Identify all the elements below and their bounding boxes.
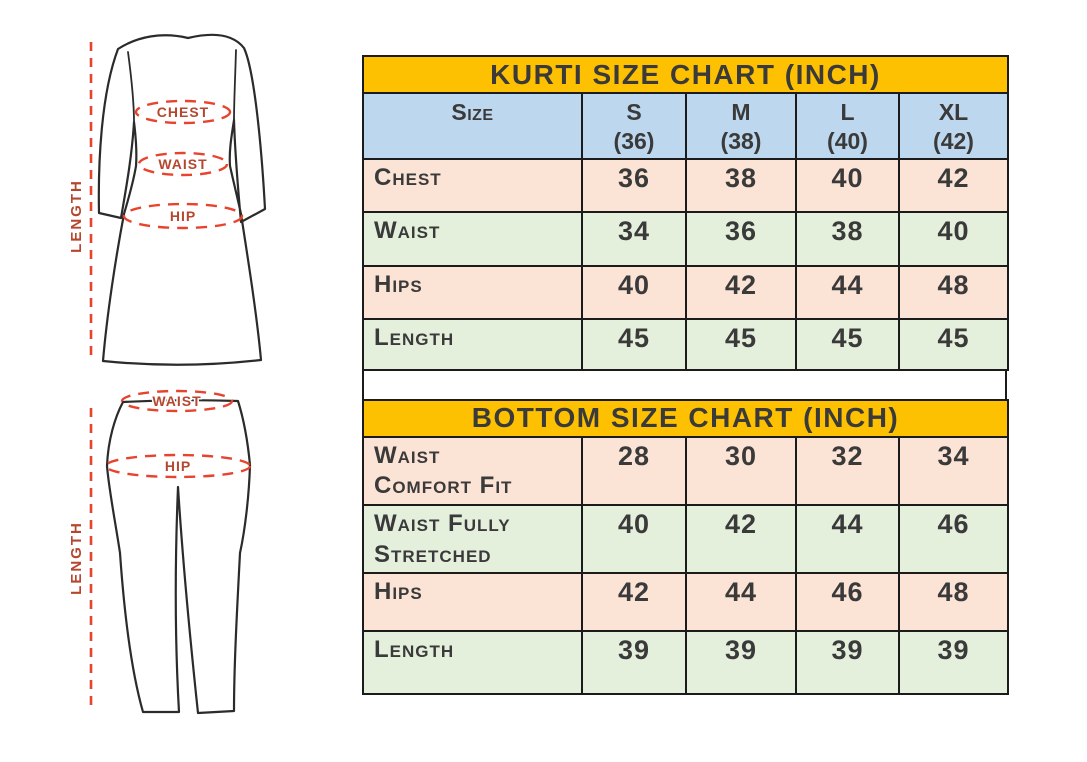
cell-value: 42	[581, 572, 687, 633]
waist-label: WAIST	[158, 156, 207, 172]
cell-value: 39	[685, 630, 797, 696]
cell-value: 40	[897, 210, 1010, 267]
length-label: LENGTH	[68, 521, 85, 595]
bottom-size-table: BOTTOM SIZE CHART (INCH) Waist Comfort F…	[361, 398, 1010, 696]
cell-value: 40	[581, 503, 687, 575]
row-label: Length	[362, 317, 583, 371]
cell-value: 34	[897, 435, 1010, 506]
kurti-left-seam	[127, 51, 135, 123]
cell-value: 46	[897, 503, 1010, 575]
row-label: Waist Fully Stretched	[362, 503, 583, 575]
cell-value: 45	[685, 317, 797, 371]
waist-label: WAIST	[152, 393, 201, 409]
header-size-l: L (40)	[795, 92, 900, 160]
header-size-xl: XL (42)	[897, 92, 1010, 160]
table-row-waist-comfort-fit: Waist Comfort Fit 28 30 32 34	[362, 435, 1010, 506]
size-name: L	[840, 99, 855, 125]
row-label: Waist Comfort Fit	[362, 435, 583, 506]
cell-value: 28	[581, 435, 687, 506]
table-row-chest: Chest 36 38 40 42	[362, 157, 1010, 213]
cell-value: 44	[685, 572, 797, 633]
cell-value: 42	[897, 157, 1010, 213]
kurti-title-row: KURTI SIZE CHART (INCH)	[361, 55, 1010, 94]
length-label: LENGTH	[68, 179, 85, 253]
hip-label: HIP	[170, 208, 196, 224]
cell-value: 48	[897, 572, 1010, 633]
size-name: S	[626, 99, 642, 125]
table-row-length: Length 39 39 39 39	[362, 630, 1010, 696]
cell-value: 45	[581, 317, 687, 371]
label-line: Waist	[374, 441, 441, 469]
cell-value: 44	[795, 264, 900, 320]
size-name: XL	[938, 99, 969, 125]
table-gap-spacer	[362, 370, 1007, 399]
kurti-outline	[97, 33, 267, 366]
kurti-right-seam	[233, 49, 237, 121]
cell-value: 32	[795, 435, 900, 506]
row-label: Chest	[362, 157, 583, 213]
hip-measure-ellipse	[122, 202, 244, 230]
table-row-hips: Hips 40 42 44 48	[362, 264, 1010, 320]
row-label: Hips	[362, 264, 583, 320]
cell-value: 42	[685, 264, 797, 320]
hip-label: HIP	[165, 458, 191, 474]
hip-measure-ellipse	[104, 453, 252, 479]
chest-measure-ellipse	[134, 99, 232, 125]
chest-label: CHEST	[157, 104, 209, 120]
header-size-s: S (36)	[581, 92, 687, 160]
header-size: Size	[362, 92, 583, 160]
bottom-table-title: BOTTOM SIZE CHART (INCH)	[361, 398, 1010, 438]
cell-value: 39	[795, 630, 900, 696]
cell-value: 38	[685, 157, 797, 213]
size-number: (40)	[827, 127, 868, 154]
kurti-header-row: Size S (36) M (38) L (40) XL (42)	[362, 92, 1010, 160]
cell-value: 40	[581, 264, 687, 320]
waist-measure-ellipse	[120, 389, 234, 413]
cell-value: 45	[795, 317, 900, 371]
leggings-outline	[105, 399, 252, 715]
header-size-m: M (38)	[685, 92, 797, 160]
cell-value: 30	[685, 435, 797, 506]
size-name: M	[731, 99, 751, 125]
cell-value: 44	[795, 503, 900, 575]
row-label: Length	[362, 630, 583, 696]
bottom-title-row: BOTTOM SIZE CHART (INCH)	[361, 398, 1010, 438]
cell-value: 39	[581, 630, 687, 696]
size-number: (38)	[720, 127, 762, 154]
table-row-waist-fully-stretched: Waist Fully Stretched 40 42 44 46	[362, 503, 1010, 575]
table-row-length: Length 45 45 45 45	[362, 317, 1010, 371]
cell-value: 46	[795, 572, 900, 633]
label-line: Waist Fully	[374, 509, 511, 537]
cell-value: 36	[685, 210, 797, 267]
size-number: (42)	[933, 127, 974, 154]
label-line: Comfort Fit	[374, 472, 513, 500]
cell-value: 39	[897, 630, 1010, 696]
cell-value: 42	[685, 503, 797, 575]
table-row-waist: Waist 34 36 38 40	[362, 210, 1010, 267]
cell-value: 36	[581, 157, 687, 213]
table-row-hips: Hips 42 44 46 48	[362, 572, 1010, 633]
kurti-measurement-diagram: CHEST WAIST HIP LENGTH	[68, 33, 267, 366]
row-label: Hips	[362, 572, 583, 633]
waist-measure-ellipse	[137, 151, 229, 177]
cell-value: 48	[897, 264, 1010, 320]
cell-value: 34	[581, 210, 687, 267]
kurti-size-table: KURTI SIZE CHART (INCH) Size S (36) M (3…	[361, 55, 1010, 371]
size-tables: KURTI SIZE CHART (INCH) Size S (36) M (3…	[361, 55, 1010, 696]
cell-value: 40	[795, 157, 900, 213]
cell-value: 45	[897, 317, 1010, 371]
cell-value: 38	[795, 210, 900, 267]
label-line: Stretched	[374, 540, 492, 568]
row-label: Waist	[362, 210, 583, 267]
size-number: (36)	[613, 127, 655, 154]
bottom-measurement-diagram: WAIST HIP LENGTH	[68, 389, 252, 715]
kurti-table-title: KURTI SIZE CHART (INCH)	[361, 55, 1010, 94]
